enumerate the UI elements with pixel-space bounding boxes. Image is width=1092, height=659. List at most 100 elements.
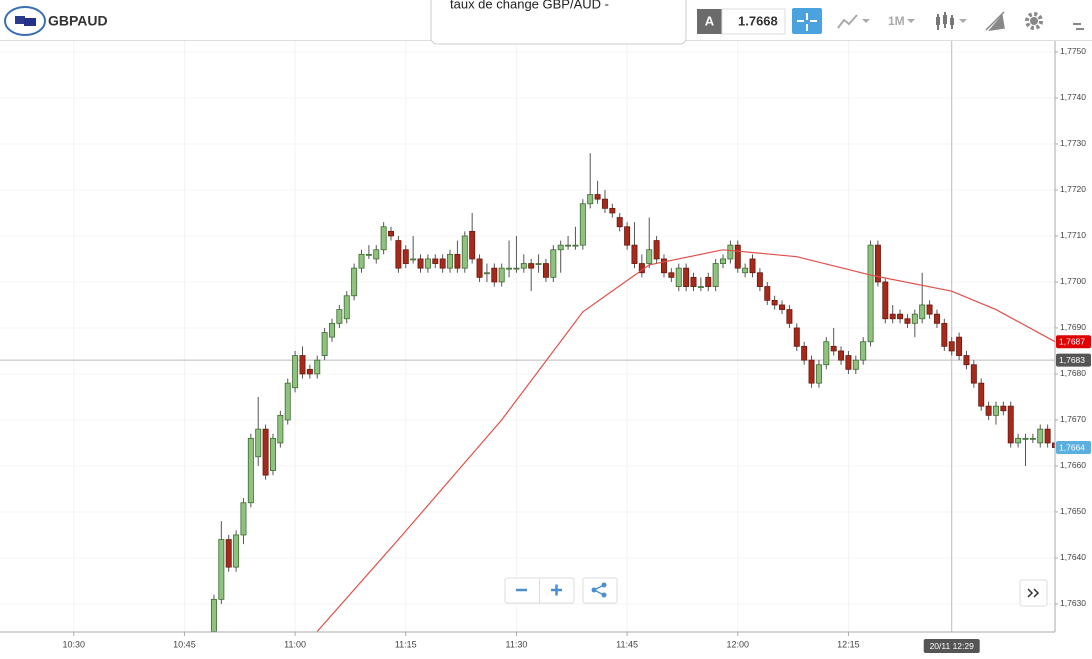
candle-body xyxy=(764,286,771,301)
x-tick-label: 11:45 xyxy=(616,639,638,649)
candle-body xyxy=(321,332,328,356)
candle-body xyxy=(956,336,963,356)
candle-body xyxy=(233,534,240,568)
candle-body xyxy=(284,382,291,421)
candle-body xyxy=(557,244,564,251)
y-tick-label: 1,7630 xyxy=(1060,598,1086,608)
grid xyxy=(0,40,1055,632)
crosshair-x-badge xyxy=(923,639,980,653)
mode-label: A xyxy=(705,13,715,28)
candle-body xyxy=(852,359,859,370)
candle-body xyxy=(1037,428,1044,444)
candle-body xyxy=(483,272,490,275)
candle-body xyxy=(565,244,572,247)
candle-body xyxy=(705,276,712,287)
candle-body xyxy=(447,253,454,269)
candle-body xyxy=(720,258,726,264)
candle-body xyxy=(587,194,594,205)
crosshair-button[interactable] xyxy=(792,8,822,34)
candle-body xyxy=(550,249,557,278)
candle-body xyxy=(779,304,786,310)
moving-average xyxy=(316,249,1055,632)
candle-body xyxy=(269,437,276,471)
candle-body xyxy=(882,281,889,320)
y-tick-label: 1,7750 xyxy=(1060,46,1086,56)
candle-body xyxy=(646,249,653,264)
candle-body xyxy=(992,405,999,416)
dropdown-arrow xyxy=(862,19,870,23)
candle-body xyxy=(351,267,358,297)
chart-type-icon[interactable] xyxy=(837,14,858,29)
candle-body xyxy=(838,350,845,361)
candle-body xyxy=(771,299,778,306)
x-tick-label: 11:30 xyxy=(506,639,528,649)
candle-body xyxy=(668,272,675,278)
share-button[interactable] xyxy=(582,577,618,604)
candle-body xyxy=(978,382,985,407)
candle-body xyxy=(631,244,638,264)
candle-body xyxy=(1015,437,1022,444)
scroll-end-button[interactable] xyxy=(1019,579,1048,607)
draw-icon[interactable] xyxy=(985,11,1005,32)
settings-icon[interactable] xyxy=(1025,12,1043,30)
y-tick-label: 1,7640 xyxy=(1060,552,1086,562)
candle-body xyxy=(299,355,306,375)
candle-body xyxy=(712,263,719,287)
candle-body xyxy=(572,244,579,247)
mode-button[interactable] xyxy=(697,9,722,34)
flag-au xyxy=(24,18,36,26)
candle-body xyxy=(336,309,343,324)
candle-body xyxy=(218,539,225,600)
zoom-in[interactable] xyxy=(551,584,562,596)
y-tick-label: 1,7730 xyxy=(1060,138,1086,148)
candle-body xyxy=(889,313,896,320)
price-box xyxy=(721,8,786,35)
axes: 1,7630 1,7640 1,7650 1,7660 1,7670 1,7680 1,76… xyxy=(63,46,1091,653)
candle-body xyxy=(683,267,690,287)
share-dot xyxy=(601,592,607,598)
candle-body xyxy=(941,322,948,347)
candle-body xyxy=(742,267,749,274)
candle-body xyxy=(255,428,262,458)
tooltip xyxy=(430,0,687,45)
candle-body xyxy=(469,230,476,260)
candle-body xyxy=(513,267,520,270)
price-badge-label: 1,7664 xyxy=(1059,442,1085,452)
y-tick-label: 1,7670 xyxy=(1060,414,1086,424)
candle-body xyxy=(919,304,926,320)
candle-body xyxy=(262,428,269,476)
candle-body xyxy=(277,414,284,444)
candle-body xyxy=(343,295,350,320)
symbol: GBPAUD xyxy=(48,13,108,29)
share-dot xyxy=(601,582,607,588)
candle-body xyxy=(247,437,254,504)
flag-gb xyxy=(15,16,25,24)
x-tick-label: 10:45 xyxy=(173,639,196,649)
dropdown-arrow xyxy=(959,19,967,23)
candle-body xyxy=(823,341,830,366)
candle-body xyxy=(240,502,247,536)
candle-body xyxy=(985,405,992,416)
x-tick-label: 12:15 xyxy=(837,639,860,649)
timeframe[interactable]: 1M xyxy=(888,14,905,28)
candle-body xyxy=(830,345,837,352)
candle-body xyxy=(675,267,682,287)
candle-body xyxy=(432,258,439,264)
y-tick-label: 1,7710 xyxy=(1060,230,1086,240)
ma-badge xyxy=(1056,335,1091,349)
dropdown-arrow xyxy=(907,19,915,23)
y-tick-label: 1,7740 xyxy=(1060,92,1086,102)
candle-body xyxy=(417,258,424,269)
candle-body xyxy=(1007,405,1014,444)
candle-body xyxy=(373,249,380,260)
candle-body xyxy=(727,244,734,260)
candle-body xyxy=(210,598,217,632)
candle-icon-body xyxy=(950,18,954,25)
candle-body xyxy=(601,198,608,209)
share-dot xyxy=(591,587,597,593)
candle-body xyxy=(491,267,498,283)
candle-body xyxy=(653,240,660,260)
x-tick-label: 12:00 xyxy=(726,639,749,649)
side-icon[interactable] xyxy=(1073,23,1084,30)
candle-body xyxy=(801,345,808,361)
